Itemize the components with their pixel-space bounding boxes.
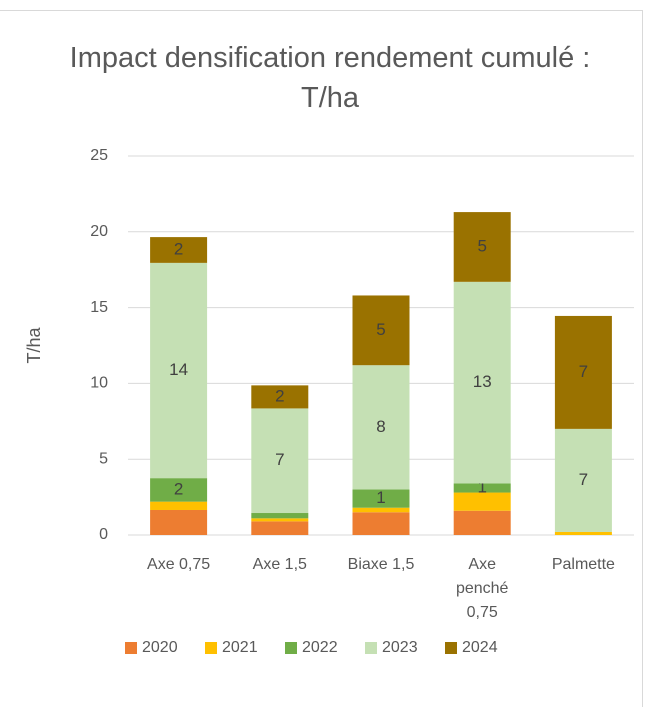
legend-swatch [205, 642, 217, 654]
data-label: 7 [579, 470, 588, 489]
legend-label: 2021 [222, 639, 258, 656]
bar-segment [352, 295, 410, 366]
data-label: 2 [275, 386, 284, 405]
bar-segment [453, 492, 511, 511]
bar-segment [352, 489, 410, 508]
chart-title: Impact densification rendement cumulé : … [69, 42, 591, 114]
bar-segment [554, 428, 612, 532]
data-label: 2 [174, 479, 183, 498]
bar-segment [453, 510, 511, 535]
y-tick-label: 20 [90, 223, 108, 240]
legend-swatch [445, 642, 457, 654]
legend-swatch [125, 642, 137, 654]
x-tick-label: Palmette [551, 556, 615, 573]
bar-segment [453, 281, 511, 484]
x-tick-label: Axe 1,5 [252, 556, 307, 573]
bar-segment [150, 501, 208, 510]
bar-segment [352, 507, 410, 513]
data-label: 1 [376, 488, 385, 507]
data-label: 7 [275, 450, 284, 469]
bar-segment [251, 521, 309, 535]
bar-segment [251, 518, 309, 522]
x-tick-label: Axe penché 0,75 [455, 556, 509, 621]
bar-segment [251, 385, 309, 409]
bar-segment [453, 212, 511, 282]
legend-swatch [365, 642, 377, 654]
y-tick-label: 25 [90, 147, 108, 164]
bar-segment [251, 513, 309, 519]
bar-segment [150, 509, 208, 535]
data-label: 8 [376, 417, 385, 436]
chart-border [0, 10, 643, 707]
data-label: 14 [169, 360, 188, 379]
data-label: 7 [579, 362, 588, 381]
legend-label: 2024 [462, 639, 498, 656]
x-tick-label: Axe 0,75 [147, 556, 211, 573]
bar-segment [352, 512, 410, 535]
data-label: 2 [174, 239, 183, 258]
bar-segment [554, 315, 612, 429]
bar-segment [554, 531, 612, 535]
bar-segment [352, 365, 410, 490]
bar-segment [453, 483, 511, 493]
data-label: 5 [477, 236, 486, 255]
legend-swatch [285, 642, 297, 654]
bar-segment [251, 408, 309, 514]
bar-segment [150, 262, 208, 479]
y-tick-label: 5 [99, 450, 108, 467]
y-axis-label: T/ha [24, 327, 44, 364]
data-label: 1 [477, 477, 486, 496]
y-tick-label: 10 [90, 375, 108, 392]
bar-segment [150, 237, 208, 263]
y-tick-label: 15 [90, 299, 108, 316]
bar-segment [150, 478, 208, 502]
legend-label: 2020 [142, 639, 178, 656]
legend-label: 2022 [302, 639, 338, 656]
y-tick-label: 0 [99, 526, 108, 543]
legend-label: 2023 [382, 639, 418, 656]
data-label: 5 [376, 320, 385, 339]
data-label: 13 [473, 372, 492, 391]
x-tick-label: Biaxe 1,5 [347, 556, 415, 573]
